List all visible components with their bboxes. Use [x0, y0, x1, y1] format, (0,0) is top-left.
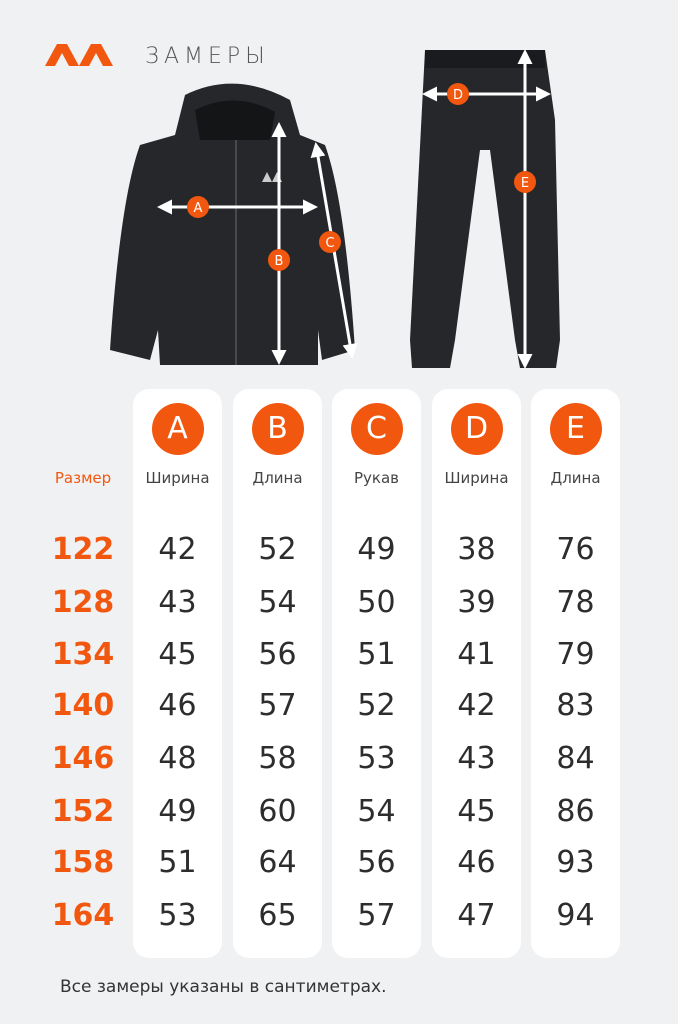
measurement-value: 39	[457, 585, 496, 620]
svg-text:D: D	[453, 88, 463, 103]
page-title: ЗАМЕРЫ	[145, 44, 270, 69]
size-value: 140	[51, 688, 115, 723]
column-e: E Длина 76 78 79 83 84 86 93 94	[531, 389, 620, 958]
size-value: 134	[51, 637, 115, 672]
garment-illustration: A B C D E	[110, 49, 560, 369]
measurement-value: 65	[258, 898, 297, 933]
svg-text:B: B	[275, 254, 284, 269]
measurement-value: 38	[457, 532, 496, 567]
measurement-value: 43	[158, 585, 197, 620]
measurement-value: 84	[556, 741, 595, 776]
measurement-value: 43	[457, 741, 496, 776]
measurement-value: 76	[556, 532, 595, 567]
measurement-value: 52	[357, 688, 396, 723]
measurement-value: 46	[158, 688, 197, 723]
measurement-value: 41	[457, 637, 496, 672]
measurement-value: 50	[357, 585, 396, 620]
size-value: 158	[51, 845, 115, 880]
column-c: C Рукав 49 50 51 52 53 54 56 57	[332, 389, 421, 958]
measurement-value: 57	[357, 898, 396, 933]
measurement-value: 46	[457, 845, 496, 880]
marker-d: D	[447, 83, 469, 105]
svg-text:C: C	[325, 236, 334, 251]
measurement-value: 53	[158, 898, 197, 933]
measurement-value: 93	[556, 845, 595, 880]
measurement-value: 60	[258, 794, 297, 829]
size-value: 128	[51, 585, 115, 620]
footer-note: Все замеры указаны в сантиметрах.	[60, 977, 387, 997]
marker-b: B	[268, 249, 290, 271]
size-value: 146	[51, 741, 115, 776]
measurement-value: 51	[357, 637, 396, 672]
measurement-value: 54	[258, 585, 297, 620]
column-label: Ширина	[444, 469, 509, 487]
measurement-value: 83	[556, 688, 595, 723]
measurement-value: 45	[457, 794, 496, 829]
marker-a: A	[187, 196, 209, 218]
measurement-value: 86	[556, 794, 595, 829]
marker-c: C	[319, 231, 341, 253]
measurement-value: 54	[357, 794, 396, 829]
letter-badge: B	[251, 403, 304, 455]
measurement-value: 42	[158, 532, 197, 567]
measurement-value: 56	[357, 845, 396, 880]
measurement-value: 42	[457, 688, 496, 723]
column-label: Рукав	[353, 469, 399, 487]
size-value: 122	[51, 532, 115, 567]
size-value: 152	[51, 794, 115, 829]
measurement-value: 49	[357, 532, 396, 567]
measurement-value: 48	[158, 741, 197, 776]
measurement-value: 79	[556, 637, 595, 672]
column-a: A Ширина 42 43 45 46 48 49 51 53	[133, 389, 222, 958]
measurement-value: 56	[258, 637, 297, 672]
letter-badge: E	[549, 403, 602, 455]
brand-logo	[45, 44, 113, 66]
measurement-value: 64	[258, 845, 297, 880]
column-d: D Ширина 38 39 41 42 43 45 46 47	[432, 389, 521, 958]
pants-image	[410, 50, 560, 368]
size-header: Размер	[54, 469, 112, 487]
marker-e: E	[514, 171, 536, 193]
column-label: Длина	[252, 469, 303, 487]
measurement-value: 53	[357, 741, 396, 776]
measurement-value: 58	[258, 741, 297, 776]
letter-badge: C	[350, 403, 403, 455]
measurement-value: 52	[258, 532, 297, 567]
measurement-value: 78	[556, 585, 595, 620]
letter-badge: D	[450, 403, 503, 455]
column-b: B Длина 52 54 56 57 58 60 64 65	[233, 389, 322, 958]
svg-text:A: A	[194, 201, 203, 216]
jacket-image	[110, 83, 355, 366]
column-label: Ширина	[145, 469, 210, 487]
letter-badge: A	[151, 403, 204, 455]
size-value: 164	[51, 898, 115, 933]
column-label: Длина	[550, 469, 601, 487]
measurement-value: 47	[457, 898, 496, 933]
measurement-value: 45	[158, 637, 197, 672]
measurement-value: 57	[258, 688, 297, 723]
measurement-value: 49	[158, 794, 197, 829]
svg-text:E: E	[521, 176, 529, 191]
measurement-value: 51	[158, 845, 197, 880]
measurement-value: 94	[556, 898, 595, 933]
